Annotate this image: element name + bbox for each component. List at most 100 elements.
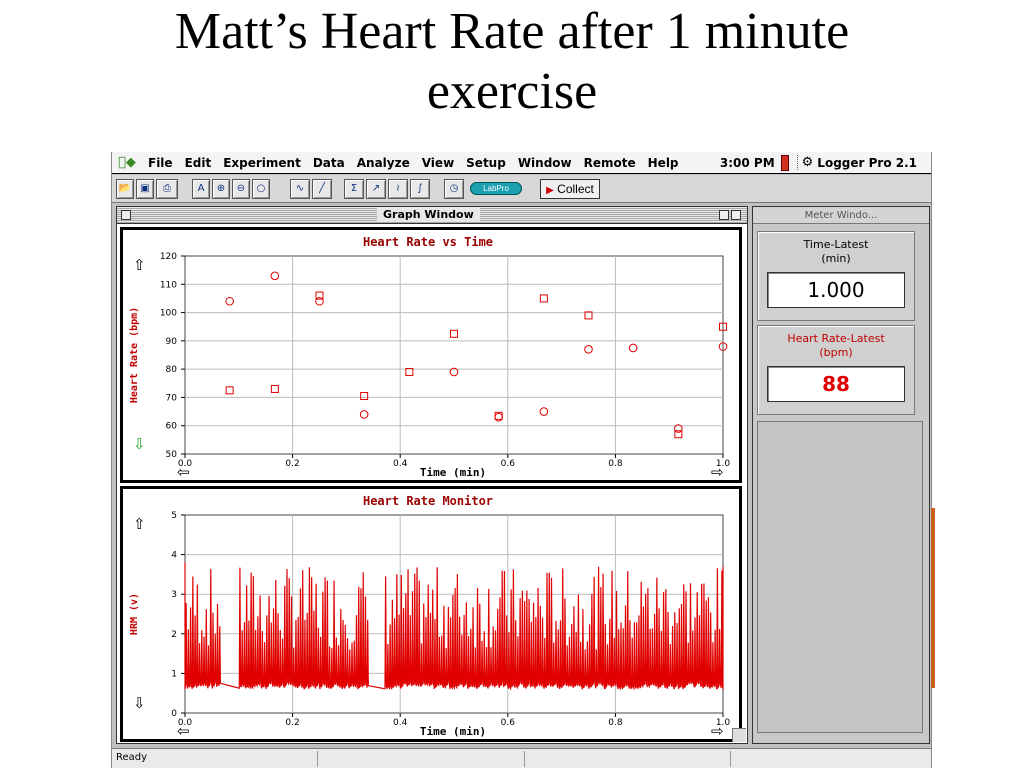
zoom-out-icon[interactable]: ⊖ [232,179,250,199]
hrm-graph[interactable]: Heart Rate Monitor 0.0 0.2 0.4 0.6 0.8 1.0 0 1 2 3… [120,486,742,742]
y-axis-label: Heart Rate (bpm) [129,307,140,403]
status-text: Ready [116,752,148,763]
menubar-clock[interactable]: 3:00 PM [719,155,775,170]
meter-window-title[interactable]: Meter Windo... [753,207,929,224]
autoscale-icon[interactable]: A [192,179,210,199]
slide-title-line2: exercise [426,63,598,120]
collect-label: Collect [557,182,594,196]
status-divider [730,751,731,767]
time-latest-meter: Time-Latest (min) 1.000 [757,231,915,321]
heart-rate-latest-meter: Heart Rate-Latest (bpm) 88 [757,325,915,415]
meter-label: Heart Rate-Latest (bpm) [758,332,914,360]
meter-window: Meter Windo... Time-Latest (min) 1.000 H… [752,206,930,744]
linear-fit-icon[interactable]: ↗ [366,179,386,199]
toolbar: 📂 ▣ ⎙ A ⊕ ⊖ ○ ∿ ╱ Σ ↗ ≀ ∫ ◷ LabPro ▶ Col… [112,175,931,203]
data-point-square [360,392,369,401]
heart-rate-chart-svg[interactable]: Heart Rate vs Time 0.0 0.2 0.4 0.6 0.8 1.0 50 60… [123,230,739,480]
meter-label-line1: Heart Rate-Latest [787,332,885,345]
menu-data[interactable]: Data [312,155,345,170]
heart-rate-graph[interactable]: Heart Rate vs Time 0.0 0.2 0.4 0.6 0.8 1.0 50 60… [120,227,742,483]
menu-view[interactable]: View [421,155,455,170]
data-point-square [719,322,727,331]
x-axis-label: Time (min) [420,466,486,479]
statistics-icon[interactable]: Σ [344,179,364,199]
zoom-in-icon[interactable]: ⊕ [212,179,230,199]
status-bar: Ready [112,748,931,768]
menu-setup[interactable]: Setup [466,155,506,170]
battery-icon[interactable] [780,154,789,171]
print-icon[interactable]: ⎙ [156,179,178,199]
scroll-left-icon: ⇦ [177,723,190,739]
meter-label-line1: Time-Latest [803,238,869,251]
x-tick-label: 0.8 [608,459,623,469]
data-point-square [405,367,414,376]
y-tick-label: 80 [166,365,178,375]
slide-title-line1: Matt’s Heart Rate after 1 minute [174,3,850,60]
open-icon[interactable]: 📂 [116,179,134,199]
y-tick-label: 110 [160,280,177,290]
graph-window-title: Graph Window [377,208,480,222]
zoom-reset-icon[interactable]: ○ [252,179,270,199]
data-point-square [450,329,458,338]
integral-icon[interactable]: ∫ [410,179,430,199]
menu-file[interactable]: File [148,155,173,170]
x-tick-label: 0.6 [501,459,516,469]
menu-window[interactable]: Window [517,155,572,170]
data-point-circle [315,296,324,306]
data-point-circle [718,342,728,351]
y-tick-label: 60 [166,422,178,432]
data-point-circle [359,410,369,419]
scroll-down-icon: ⇩ [133,436,146,453]
menu-experiment[interactable]: Experiment [223,155,301,170]
x-tick-label: 0.0 [178,718,193,728]
play-icon: ▶ [546,185,554,196]
curve-fit-icon[interactable]: ≀ [388,179,408,199]
y-tick-label: 4 [171,551,177,561]
chart-title: Heart Rate Monitor [363,494,493,508]
x-tick-label: 0.8 [608,718,623,728]
scroll-left-icon: ⇦ [177,464,190,480]
desktop-edge [931,508,935,688]
labpro-button[interactable]: LabPro [470,182,522,195]
timer-icon[interactable]: ◷ [444,179,464,199]
collect-button[interactable]: ▶ Collect [540,179,600,199]
application-menu[interactable]: ⚙ Logger Pro 2.1 [796,155,931,170]
data-point-square [584,311,593,320]
data-point-circle [674,424,683,433]
data-point-circle [539,407,549,416]
data-point-square [270,384,279,393]
x-tick-label: 1.0 [716,718,731,728]
app-name: Logger Pro 2.1 [817,155,917,170]
plot-area [184,255,724,455]
menu-edit[interactable]: Edit [184,155,212,170]
x-tick-label: 1.0 [716,459,731,469]
zoom-box-icon[interactable] [719,210,743,220]
y-tick-label: 3 [171,590,177,600]
tangent-icon[interactable]: ╱ [312,179,332,199]
scroll-right-icon: ⇨ [711,723,724,739]
close-box-icon[interactable] [121,210,131,220]
y-tick-label: 2 [171,630,177,640]
y-tick-label: 120 [160,252,177,262]
x-tick-label: 0.2 [285,459,299,469]
data-point-circle [628,343,638,353]
menu-analyze[interactable]: Analyze [356,155,410,170]
graph-window-titlebar[interactable]: Graph Window [117,207,747,224]
apple-icon[interactable]: ◆ [118,155,136,170]
resize-handle[interactable] [732,728,746,742]
scroll-down-icon: ⇩ [133,695,146,712]
data-point-circle [270,271,280,281]
menu-remote[interactable]: Remote [583,155,636,170]
hrm-chart-svg[interactable]: Heart Rate Monitor 0.0 0.2 0.4 0.6 0.8 1.0 0 1 2 3… [123,489,739,739]
y-tick-label: 1 [171,669,177,679]
menu-help[interactable]: Help [647,155,679,170]
slide-title: Matt’s Heart Rate after 1 minute exercis… [0,2,1024,122]
data-point-circle [584,345,593,354]
meter-label-line2: (bpm) [819,346,853,359]
examine-icon[interactable]: ∿ [290,179,310,199]
scroll-up-icon: ⇧ [133,516,146,533]
x-tick-label: 0.2 [285,718,299,728]
meter-window-body [757,421,923,733]
y-tick-label: 50 [166,450,178,460]
save-icon[interactable]: ▣ [136,179,154,199]
